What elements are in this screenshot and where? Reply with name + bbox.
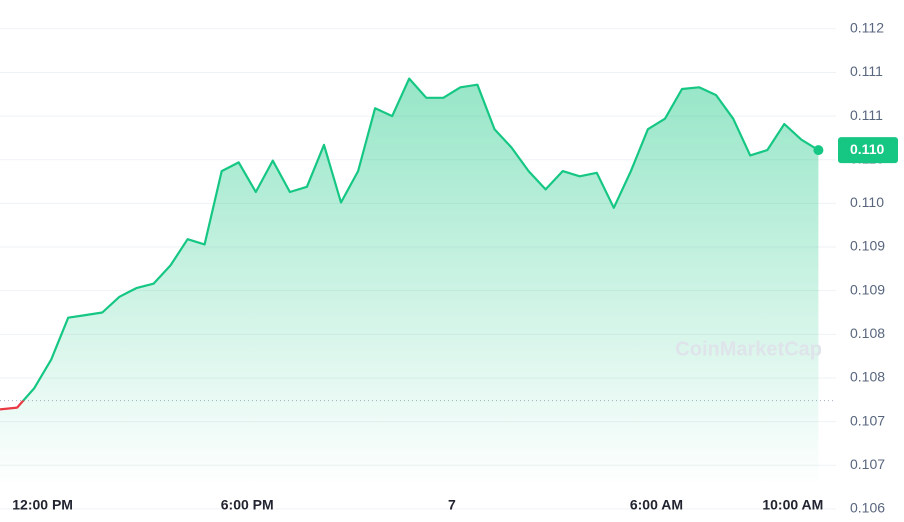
price-tag — [838, 137, 898, 164]
x-tick-label: 6:00 PM — [221, 497, 274, 513]
price-line — [0, 77, 819, 411]
y-tick-label: 0.108 — [850, 369, 885, 385]
y-tick-label: 0.111 — [850, 107, 883, 123]
x-tick-label: 12:00 PM — [12, 497, 73, 513]
y-tick-label: 0.112 — [850, 20, 884, 36]
y-tick-label: 0.109 — [850, 281, 885, 297]
y-tick-label: 0.110 — [850, 194, 884, 210]
last-point — [813, 145, 824, 156]
y-tick-label: 0.106 — [850, 500, 885, 516]
y-tick-label: 0.107 — [850, 412, 885, 428]
x-tick-label: 6:00 AM — [630, 497, 683, 513]
y-tick-label: 0.111 — [850, 63, 883, 79]
y-tick-label: 0.109 — [850, 238, 885, 254]
x-tick-label: 10:00 AM — [762, 497, 823, 513]
area — [0, 78, 819, 488]
y-tick-label: 0.107 — [850, 456, 885, 472]
watermark: CoinMarketCap — [675, 338, 822, 360]
y-tick-label: 0.108 — [850, 325, 885, 341]
x-tick-label: 7 — [448, 497, 456, 513]
price-tag-label: 0.110 — [850, 141, 884, 157]
